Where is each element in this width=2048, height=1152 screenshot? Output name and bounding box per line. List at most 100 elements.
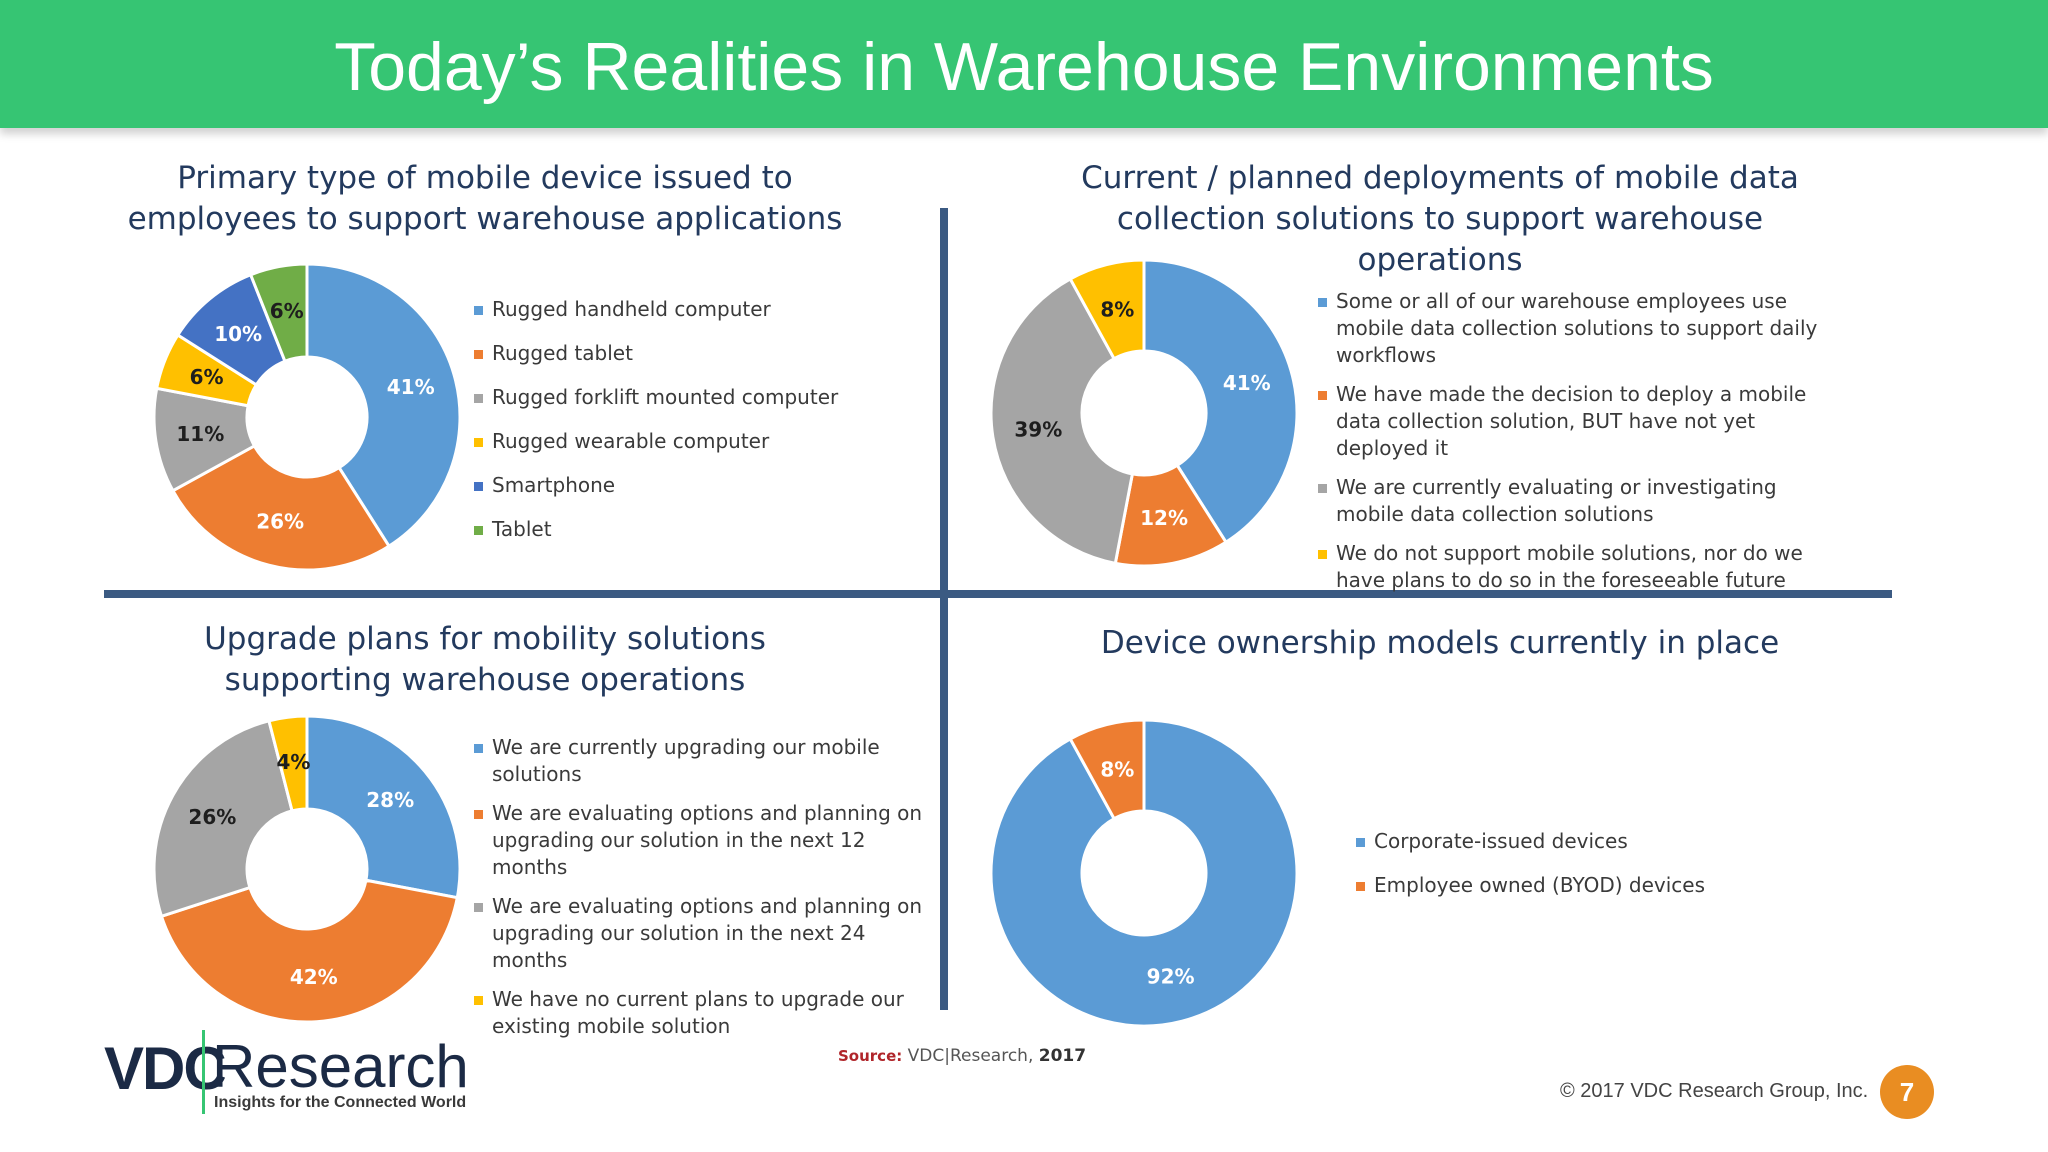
legend-label: Employee owned (BYOD) devices (1374, 873, 1706, 897)
slice-label: 41% (387, 375, 435, 399)
donut-slice (152, 386, 257, 493)
chart-2-title: Current / planned deployments of mobile … (1081, 160, 1799, 278)
donut-slice (989, 276, 1135, 566)
legend-swatch (474, 350, 483, 359)
legend-swatch (474, 996, 483, 1005)
donut-slice (1142, 258, 1299, 545)
legend-label: We are currently evaluating or investiga… (1336, 475, 1777, 526)
legend-swatch (1318, 391, 1327, 400)
legend-item: Rugged tablet (474, 340, 894, 367)
legend-swatch (1318, 550, 1327, 559)
slice-label: 12% (1140, 506, 1188, 530)
vertical-divider (940, 208, 948, 1010)
legend-swatch (474, 903, 483, 912)
slice-label: 28% (366, 788, 414, 812)
source-label: Source: (838, 1047, 903, 1065)
legend-item: Employee owned (BYOD) devices (1356, 872, 1796, 899)
legend-swatch (474, 306, 483, 315)
legend-item: We are evaluating options and planning o… (474, 800, 934, 881)
legend-swatch (474, 744, 483, 753)
slice-label: 39% (1014, 418, 1062, 442)
legend-item: We do not support mobile solutions, nor … (1318, 540, 1838, 594)
chart-4-title: Device ownership models currently in pla… (1100, 625, 1780, 661)
title-banner: Today’s Realities in Warehouse Environme… (0, 0, 2048, 128)
legend-label: Rugged wearable computer (492, 429, 770, 453)
donut-slice (1113, 463, 1229, 568)
slice-label: 11% (176, 422, 224, 446)
legend-label: Rugged tablet (492, 341, 633, 365)
legend-label: We are evaluating options and planning o… (492, 801, 923, 879)
legend-label: Smartphone (492, 473, 616, 497)
legend-label: Rugged handheld computer (492, 297, 771, 321)
copyright-notice: © 2017 VDC Research Group, Inc. (1560, 1080, 1869, 1102)
legend-label: We do not support mobile solutions, nor … (1336, 541, 1803, 592)
legend-item: We are currently upgrading our mobile so… (474, 734, 934, 788)
legend-label: We are currently upgrading our mobile so… (492, 735, 880, 786)
legend-label: We are evaluating options and planning o… (492, 894, 923, 972)
legend-swatch (474, 394, 483, 403)
donut-slice (305, 262, 462, 549)
donut-slice (154, 332, 259, 408)
legend-swatch (1318, 298, 1327, 307)
slice-label: 8% (1100, 757, 1134, 781)
logo-divider (202, 1030, 205, 1114)
slice-label: 42% (290, 965, 338, 989)
donut-slice (1068, 718, 1146, 821)
slice-label: 6% (190, 365, 224, 389)
page-title: Today’s Realities in Warehouse Environme… (334, 29, 1714, 105)
legend-item: We are currently evaluating or investiga… (1318, 474, 1838, 528)
donut-slice (159, 878, 460, 1024)
chart-1-title: Primary type of mobile device issued to … (127, 160, 843, 237)
legend-item: We have made the decision to deploy a mo… (1318, 381, 1838, 462)
legend-item: Rugged handheld computer (474, 296, 894, 323)
slice-label: 26% (188, 805, 236, 829)
legend-swatch (474, 438, 483, 447)
chart-3-title: Upgrade plans for mobility solutions sup… (204, 621, 766, 698)
slice-label: 8% (1100, 297, 1134, 321)
legend-swatch (474, 526, 483, 535)
donut-slice (175, 272, 287, 387)
legend-item: We are evaluating options and planning o… (474, 893, 934, 974)
vdc-research-logo: VDC Research Insights for the Connected … (104, 1030, 484, 1120)
horizontal-divider (104, 590, 1892, 598)
donut-slice (989, 718, 1299, 1028)
legend-swatch (1356, 882, 1365, 891)
legend-item: Rugged wearable computer (474, 428, 894, 455)
donut-slice (267, 714, 309, 813)
legend-item: We have no current plans to upgrade our … (474, 986, 934, 1040)
legend-swatch (1356, 838, 1365, 847)
logo-research-text: Research (212, 1033, 469, 1100)
legend-label: Some or all of our warehouse employees u… (1336, 289, 1818, 367)
legend-item: Tablet (474, 516, 894, 543)
legend-swatch (474, 810, 483, 819)
legend-label: Corporate-issued devices (1374, 829, 1628, 853)
source-year: 2017 (1038, 1046, 1087, 1066)
logo-tagline: Insights for the Connected World (214, 1094, 467, 1111)
chart-2-legend: Some or all of our warehouse employees u… (1318, 288, 1838, 594)
legend-label: We have made the decision to deploy a mo… (1336, 382, 1807, 460)
donut-slice (305, 714, 462, 900)
slice-label: 92% (1147, 965, 1195, 989)
legend-item: Rugged forklift mounted computer (474, 384, 894, 411)
chart-1-legend: Rugged handheld computer Rugged tablet Rug… (474, 296, 894, 543)
legend-swatch (1318, 484, 1327, 493)
page-number-badge: 7 (1880, 1065, 1934, 1119)
slice-label: 4% (276, 750, 310, 774)
legend-swatch (474, 482, 483, 491)
legend-label: We have no current plans to upgrade our … (492, 987, 904, 1038)
slice-label: 10% (214, 322, 262, 346)
donut-slice (248, 262, 309, 364)
chart-4-legend: Corporate-issued devices Employee owned (… (1356, 828, 1796, 899)
legend-label: Rugged forklift mounted computer (492, 385, 839, 409)
legend-item: Smartphone (474, 472, 894, 499)
donut-slice (152, 718, 294, 919)
slice-label: 41% (1223, 371, 1271, 395)
donut-slice (170, 443, 392, 572)
slice-label: 26% (256, 510, 304, 534)
slice-label: 6% (270, 299, 304, 323)
legend-item: Some or all of our warehouse employees u… (1318, 288, 1838, 369)
source-note: Source: VDC|Research, 2017 (838, 1046, 1086, 1066)
source-org: VDC|Research, (907, 1046, 1034, 1066)
legend-item: Corporate-issued devices (1356, 828, 1796, 855)
legend-label: Tablet (492, 517, 552, 541)
